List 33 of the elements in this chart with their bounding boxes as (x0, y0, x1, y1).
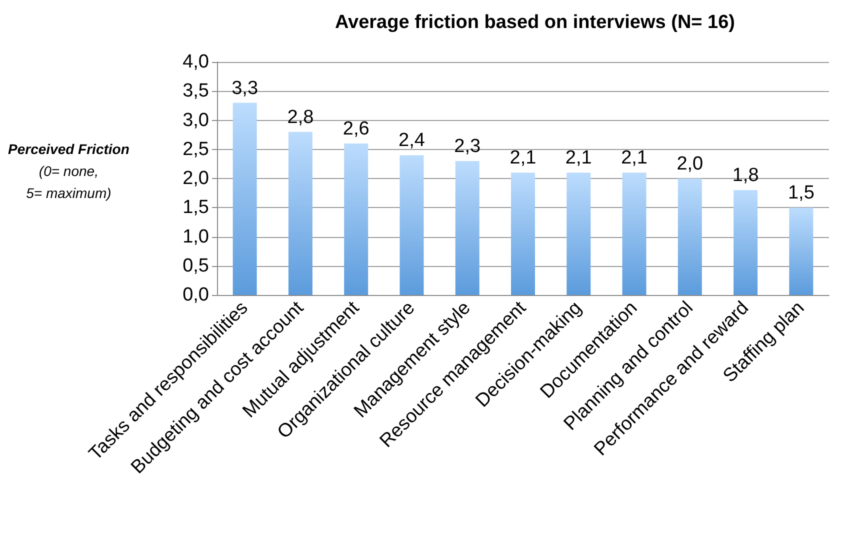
data-label: 1,5 (788, 182, 814, 204)
data-label: 2,1 (565, 148, 592, 169)
y-tick-label: 3,5 (182, 80, 209, 102)
y-tick-label: 0,0 (182, 284, 209, 306)
data-label: 2,6 (342, 118, 370, 140)
data-label: 2,3 (454, 136, 481, 158)
bar (344, 144, 368, 295)
y-axis-title: Perceived Friction (0= none, 5= maximum) (8, 141, 130, 201)
bar (288, 132, 312, 295)
y-tick-label: 1,0 (182, 226, 209, 248)
y-tick-label: 1,5 (182, 197, 209, 218)
y-tick-label: 2,5 (182, 138, 209, 160)
data-label: 2,8 (287, 106, 314, 128)
y-tick-label: 2,0 (182, 168, 209, 189)
data-label: 3,3 (232, 78, 258, 99)
data-label: 2,1 (510, 148, 536, 169)
bar (511, 172, 535, 295)
chart-title: Average friction based on interviews (N= 16) (334, 12, 736, 33)
bar (232, 102, 257, 295)
y-tick-label: 4,0 (182, 52, 209, 72)
bar (734, 190, 758, 295)
bar (678, 178, 702, 295)
y-tick-label: 0,5 (182, 255, 209, 276)
data-label: 2,1 (621, 148, 648, 169)
bar (789, 208, 814, 295)
data-label: 2,4 (398, 130, 426, 152)
bar (400, 155, 424, 295)
data-label: 1,8 (732, 165, 759, 186)
bar (566, 172, 591, 295)
y-tick-label: 3,0 (182, 110, 209, 131)
data-label: 2,0 (676, 154, 704, 174)
bar (622, 172, 646, 295)
bar (455, 161, 480, 295)
